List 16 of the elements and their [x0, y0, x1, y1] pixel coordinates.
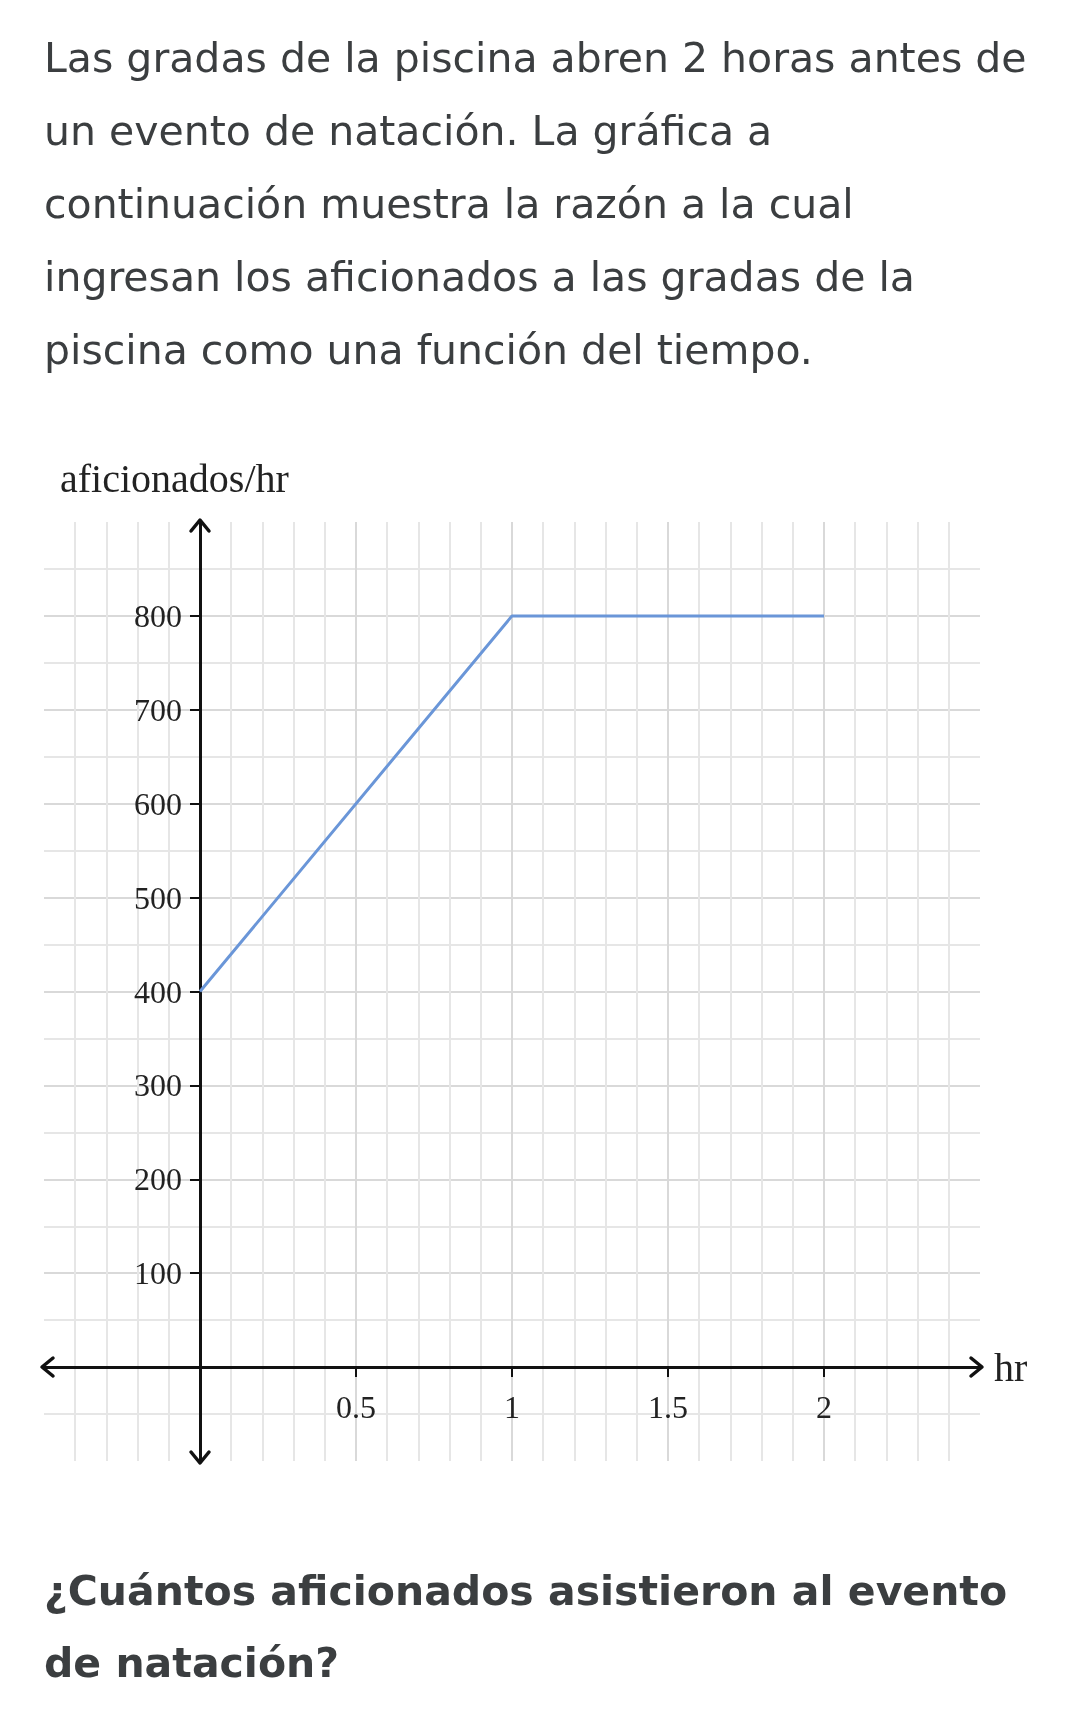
y-tick-label: 600 [134, 785, 182, 822]
y-tick-label: 500 [134, 879, 182, 916]
y-tick-label: 100 [134, 1255, 182, 1292]
y-tick-label: 800 [134, 597, 182, 634]
x-tick-label: 1 [504, 1389, 520, 1426]
x-tick-label: 0.5 [336, 1389, 376, 1426]
x-tick-label: 1.5 [648, 1389, 688, 1426]
text: ¿Cuántos aficionados asistieron al evento de natación? [44, 1566, 1009, 1689]
y-tick-label: 300 [134, 1067, 182, 1104]
y-tick-label: 200 [134, 1161, 182, 1198]
y-tick-label: 400 [134, 973, 182, 1010]
y-tick-label: 700 [134, 691, 182, 728]
x-axis-title: hr [994, 1344, 1028, 1390]
y-axis-title: aficionados/hr [60, 455, 289, 502]
x-tick-label: 2 [816, 1389, 832, 1426]
chart-title: Las gradas de la piscina abren 2 horas antes de un evento de natación. La gráfica a continuación muestra la razón a la cual ingresan los aficionados a las gradas de la piscina como una función del tiempo. [44, 33, 1028, 376]
